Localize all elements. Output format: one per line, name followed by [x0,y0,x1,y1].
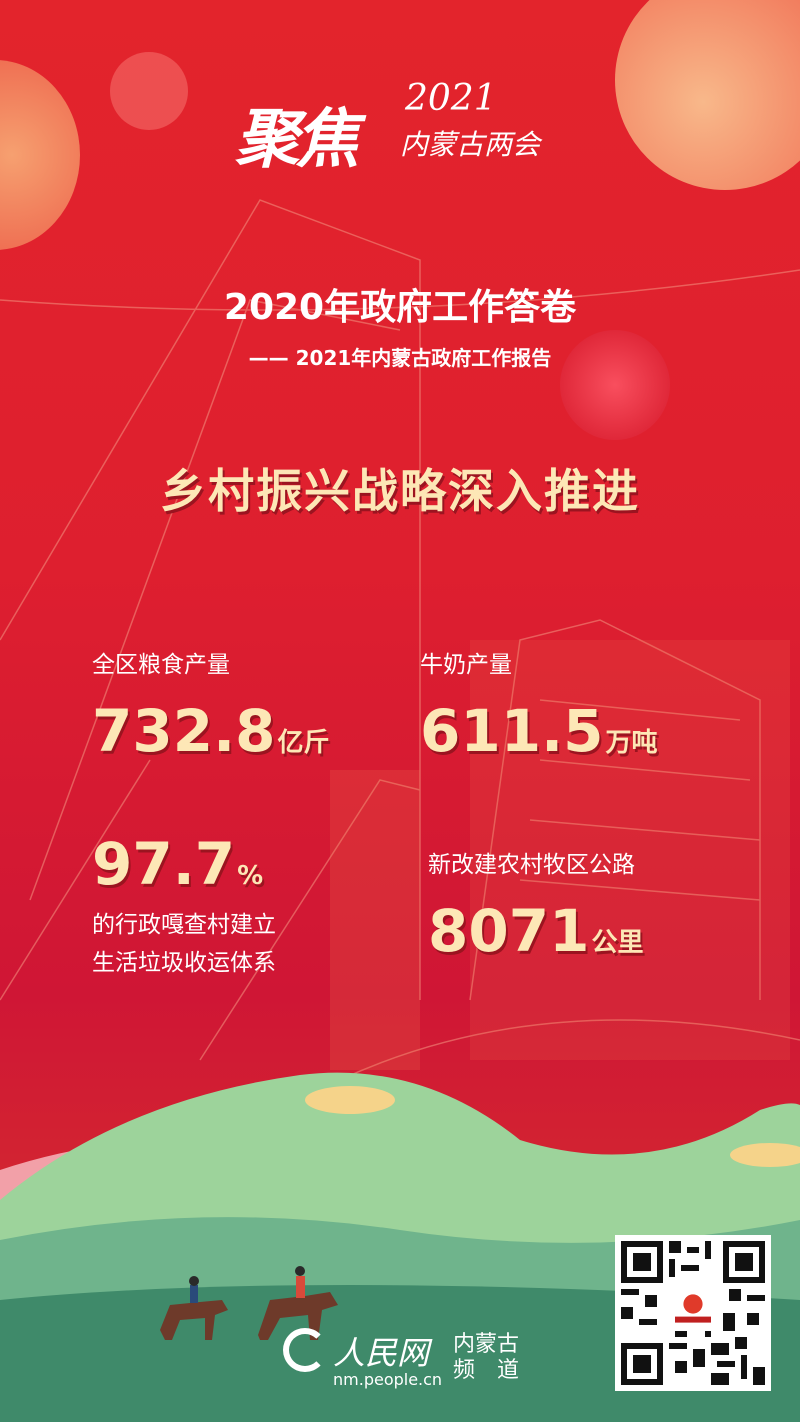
decor-orb [560,330,670,440]
stat-unit: 万吨 [605,728,658,758]
stat-label: 全区粮食产量 [92,652,230,678]
channel-line: 内蒙古 [453,1332,520,1357]
brand-url: nm.people.cn [333,1370,443,1389]
decor-orb [110,52,188,130]
horse-riders-illustration [160,1266,338,1340]
stat-value: 8071公里 [428,897,643,965]
logo-year: 2021 [405,78,497,119]
stat-value: 611.5万吨 [420,697,657,765]
stat-value: 732.8亿斤 [92,697,329,765]
stat-number: 97.7 [92,830,236,898]
qr-code-pattern [621,1241,765,1385]
logo-swirl-icon [283,1328,327,1372]
channel-name: 内蒙古 频 道 [453,1332,519,1384]
section-headline: 乡村振兴战略深入推进 [160,464,640,518]
qr-code[interactable] [615,1235,771,1391]
stat-label-line: 的行政嘎查村建立 [92,912,276,938]
stat-label: 新改建农村牧区公路 [428,852,635,878]
page-subtitle: —— 2021年内蒙古政府工作报告 [248,346,552,370]
stat-grain: 全区粮食产量 732.8亿斤 [92,645,329,765]
stat-number: 732.8 [92,697,276,765]
stat-roads: 新改建农村牧区公路 8071公里 [428,845,643,965]
stat-unit: 公里 [591,928,644,958]
stat-value: 97.7% [92,830,276,898]
brand-name: 人民网 [333,1334,430,1372]
stat-unit: 亿斤 [277,728,330,758]
stat-milk: 牛奶产量 611.5万吨 [420,645,657,765]
stat-label: 的行政嘎查村建立 生活垃圾收运体系 [92,906,276,982]
stat-number: 611.5 [420,697,604,765]
logo-subtitle: 内蒙古两会 [400,128,541,161]
stat-number: 8071 [428,897,590,965]
stat-label-line: 生活垃圾收运体系 [92,950,276,976]
event-logo: 聚焦 2021 内蒙古两会 [235,78,575,178]
stat-label: 牛奶产量 [420,652,512,678]
logo-text: 聚焦 [235,102,359,177]
page-title: 2020年政府工作答卷 [223,287,577,328]
stat-garbage: 97.7% 的行政嘎查村建立 生活垃圾收运体系 [92,830,276,982]
channel-line: 频 道 [453,1358,520,1383]
stat-unit: % [237,861,264,891]
